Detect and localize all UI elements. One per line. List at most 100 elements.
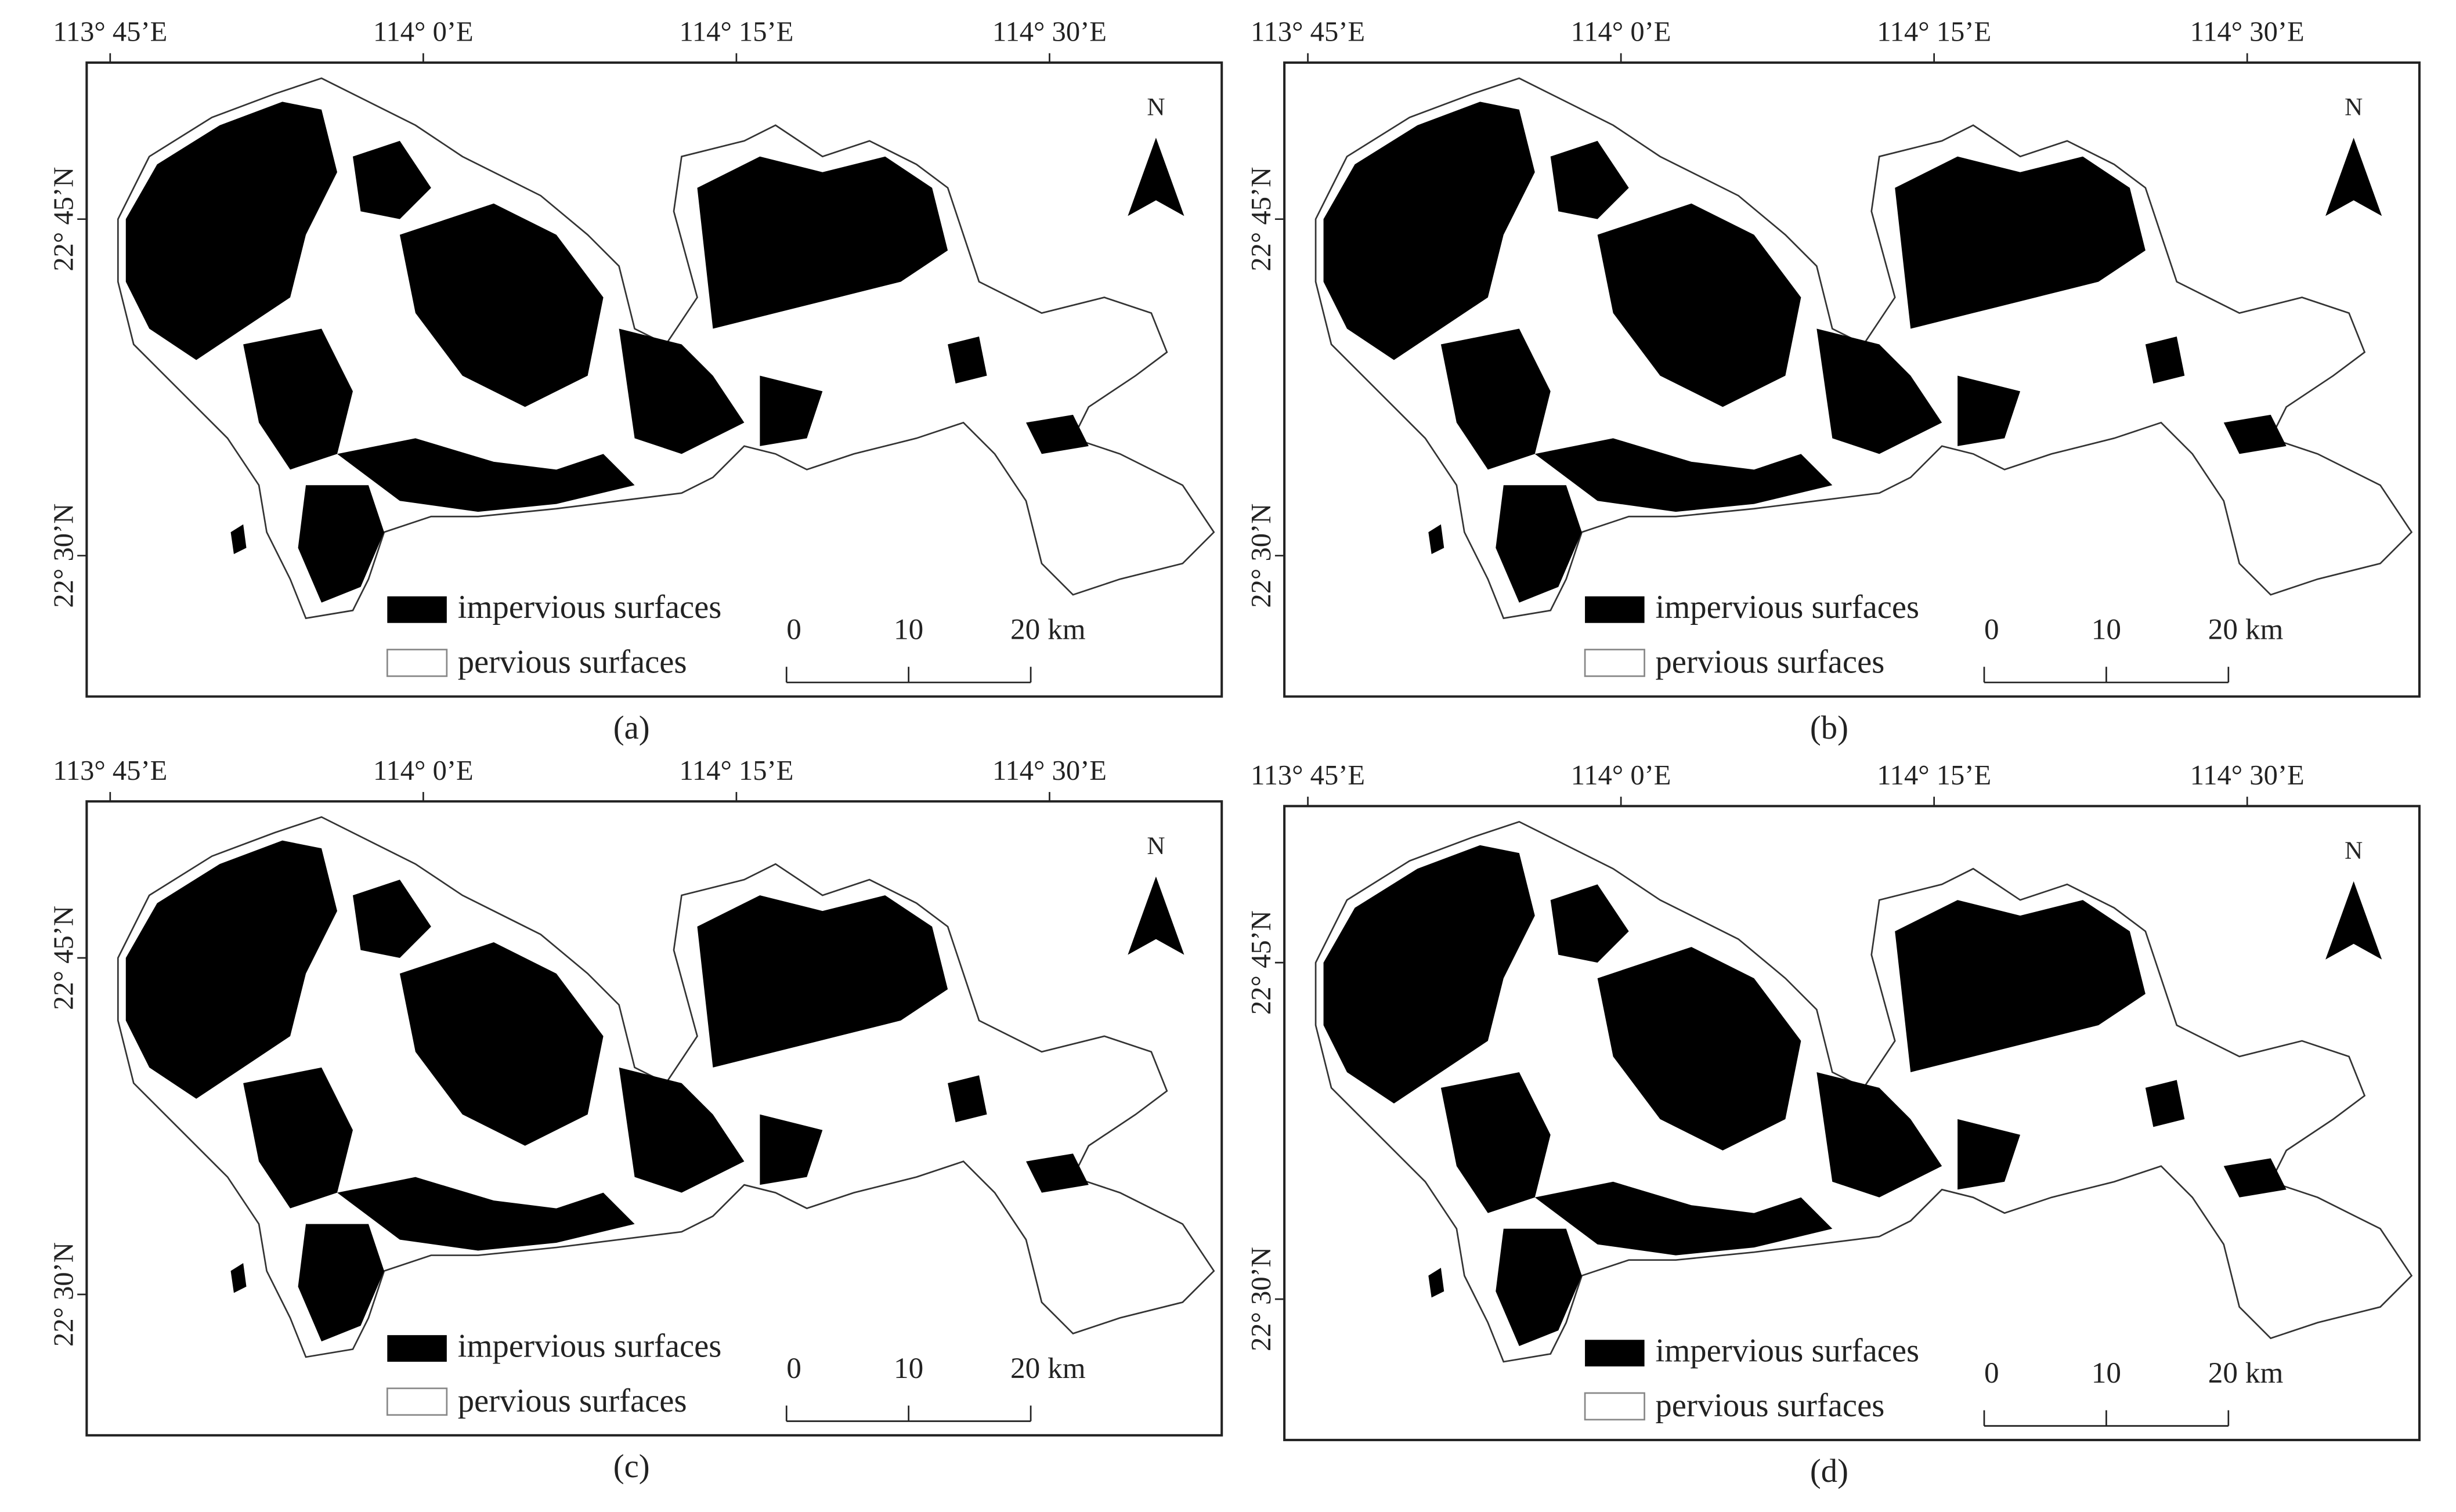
impervious-area [1025, 1153, 1089, 1193]
impervious-area [1440, 1072, 1551, 1213]
lon-label: 114° 15’E [1877, 759, 1991, 791]
island [230, 524, 247, 554]
north-label: N [2345, 94, 2363, 121]
impervious-area [1534, 438, 1833, 512]
scale-label: 10 [894, 613, 923, 646]
impervious-area [1816, 1072, 1942, 1198]
impervious-area [298, 1224, 384, 1341]
legend-swatch [1584, 1392, 1645, 1421]
impervious-area [1597, 947, 1801, 1151]
impervious-area [1025, 414, 1089, 454]
lat-label: 22° 30’N [1245, 504, 1277, 608]
legend-swatch [387, 1335, 447, 1362]
impervious-area [1534, 1181, 1833, 1256]
lat-label: 22° 45’N [48, 906, 79, 1010]
lon-label: 114° 30’E [992, 755, 1107, 786]
map-panel: 113° 45’E 114° 0’E 114° 15’E 114° 30’E 22° 4… [48, 755, 1223, 1485]
legend-swatch [387, 596, 447, 623]
lon-label: 113° 45’E [1251, 16, 1365, 47]
impervious-area [337, 1177, 635, 1251]
legend-label: pervious surfaces [1655, 645, 1884, 681]
impervious-area [1323, 102, 1535, 360]
impervious-area [1895, 156, 2146, 329]
north-label: N [2345, 837, 2363, 864]
island [1428, 524, 1444, 554]
north-arrow [1128, 138, 1184, 216]
impervious-area [1440, 328, 1551, 470]
impervious-area [352, 880, 431, 958]
impervious-area [399, 203, 604, 407]
impervious-area [697, 156, 948, 329]
impervious-area [619, 1067, 745, 1193]
lon-label: 114° 0’E [1571, 16, 1671, 47]
lon-label: 114° 0’E [373, 755, 474, 786]
impervious-area [1816, 328, 1942, 454]
lon-label: 114° 15’E [679, 16, 793, 47]
impervious-area [948, 337, 987, 384]
impervious-area [125, 102, 337, 360]
lat-label: 22° 30’N [48, 1242, 79, 1347]
impervious-area [2223, 414, 2287, 454]
impervious-area [1550, 884, 1629, 963]
north-label: N [1147, 833, 1165, 860]
lon-label: 113° 45’E [1251, 759, 1365, 791]
legend-label: impervious surfaces [1655, 589, 1919, 625]
lat-label: 22° 30’N [48, 504, 79, 608]
impervious-area [2145, 1080, 2185, 1127]
map-panel: 113° 45’E 114° 0’E 114° 15’E 114° 30’E 22° 4… [1245, 16, 2421, 746]
impervious-area [352, 140, 431, 219]
north-label: N [1147, 94, 1165, 121]
impervious-area [2223, 1158, 2287, 1198]
lat-label: 22° 45’N [1245, 167, 1277, 272]
legend-swatch [1584, 649, 1645, 677]
impervious-area [1957, 375, 2021, 446]
lat-label: 22° 45’N [1245, 910, 1277, 1015]
scale-label: 0 [786, 1352, 801, 1385]
island [230, 1263, 247, 1293]
scale-label: 20 km [1010, 1352, 1086, 1385]
scale-label: 10 [2092, 1357, 2121, 1390]
impervious-area [298, 485, 384, 603]
legend-label: pervious surfaces [1655, 1388, 1884, 1424]
impervious-area [619, 328, 745, 454]
scale-label: 0 [1984, 1357, 1999, 1390]
island [1428, 1268, 1444, 1298]
lon-label: 114° 0’E [373, 16, 474, 47]
scale-label: 0 [1984, 613, 1999, 646]
caption: (a) [613, 710, 650, 746]
map-panel: 113° 45’E 114° 0’E 114° 15’E 114° 30’E 22° 4… [1245, 759, 2421, 1489]
north-arrow [2325, 138, 2382, 216]
impervious-area [243, 1067, 353, 1209]
scale-label: 0 [786, 613, 801, 646]
caption: (b) [1810, 710, 1848, 746]
scale-label: 10 [894, 1352, 923, 1385]
impervious-area [1323, 845, 1535, 1104]
lon-label: 113° 45’E [53, 16, 167, 47]
impervious-area [760, 1114, 823, 1185]
lon-label: 113° 45’E [53, 755, 167, 786]
lon-label: 114° 15’E [679, 755, 793, 786]
legend-label: impervious surfaces [458, 1328, 722, 1364]
impervious-area [697, 895, 948, 1068]
impervious-area [337, 438, 635, 512]
north-arrow [1128, 876, 1184, 955]
impervious-area [760, 375, 823, 446]
scale-label: 20 km [2208, 613, 2284, 646]
legend-label: pervious surfaces [458, 645, 687, 681]
impervious-area [1550, 140, 1629, 219]
lon-label: 114° 0’E [1571, 759, 1671, 791]
impervious-area [948, 1075, 987, 1123]
legend-swatch [386, 1387, 448, 1416]
lon-label: 114° 30’E [2190, 759, 2305, 791]
lon-label: 114° 15’E [1877, 16, 1991, 47]
lat-label: 22° 45’N [48, 167, 79, 272]
scale-label: 20 km [1010, 613, 1086, 646]
legend-swatch [1585, 1340, 1645, 1367]
scale-label: 10 [2092, 613, 2121, 646]
impervious-area [243, 328, 353, 470]
legend-label: impervious surfaces [1655, 1333, 1919, 1369]
impervious-area [125, 840, 337, 1099]
north-arrow [2325, 881, 2382, 960]
lon-label: 114° 30’E [2190, 16, 2305, 47]
